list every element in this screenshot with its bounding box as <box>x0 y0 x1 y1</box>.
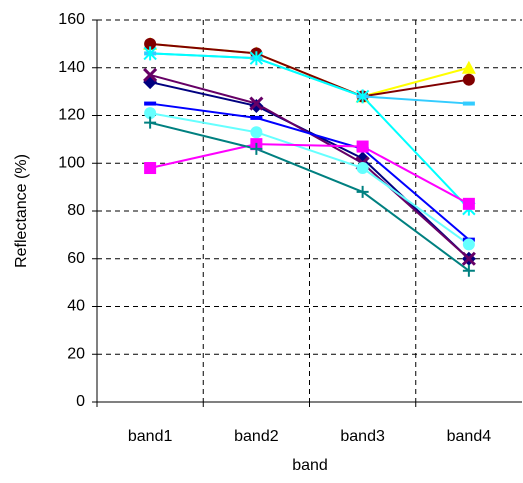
y-tick-label: 40 <box>67 298 85 315</box>
series-line <box>149 112 470 246</box>
marker <box>250 126 263 139</box>
marker <box>461 251 476 266</box>
series-line <box>150 52 470 210</box>
marker <box>144 37 157 50</box>
marker <box>462 73 475 86</box>
y-tick-label: 60 <box>67 250 85 267</box>
marker <box>250 142 263 155</box>
marker <box>144 162 157 175</box>
marker <box>462 238 475 251</box>
x-tick-label: band2 <box>234 428 279 445</box>
marker <box>143 67 158 82</box>
series-line <box>149 143 470 205</box>
series-line <box>149 81 470 260</box>
series-line <box>150 42 470 98</box>
y-tick-label: 120 <box>58 107 85 124</box>
marker <box>356 185 369 198</box>
marker <box>356 140 369 153</box>
y-tick-label: 80 <box>67 202 85 219</box>
marker <box>249 98 264 113</box>
y-axis-label: Reflectance (%) <box>13 154 30 268</box>
marker <box>355 151 370 166</box>
series-line <box>149 121 470 272</box>
marker <box>249 96 264 111</box>
marker <box>249 51 264 66</box>
marker <box>144 107 157 120</box>
series-line <box>149 102 470 241</box>
y-tick-label: 140 <box>58 59 85 76</box>
marker <box>356 162 369 175</box>
marker <box>144 116 157 129</box>
marker <box>461 60 476 74</box>
y-tick-label: 100 <box>58 154 85 171</box>
y-tick-label: 160 <box>58 11 85 28</box>
x-tick-label: band4 <box>447 428 492 445</box>
marker <box>462 264 475 277</box>
marker <box>143 46 157 61</box>
marker <box>462 197 475 210</box>
y-tick-label: 20 <box>67 345 85 362</box>
x-axis-label: band <box>292 457 328 474</box>
x-tick-label: band3 <box>340 428 385 445</box>
marker <box>355 89 370 104</box>
y-tick-label: 0 <box>76 393 85 410</box>
x-tick-label: band1 <box>128 428 173 445</box>
